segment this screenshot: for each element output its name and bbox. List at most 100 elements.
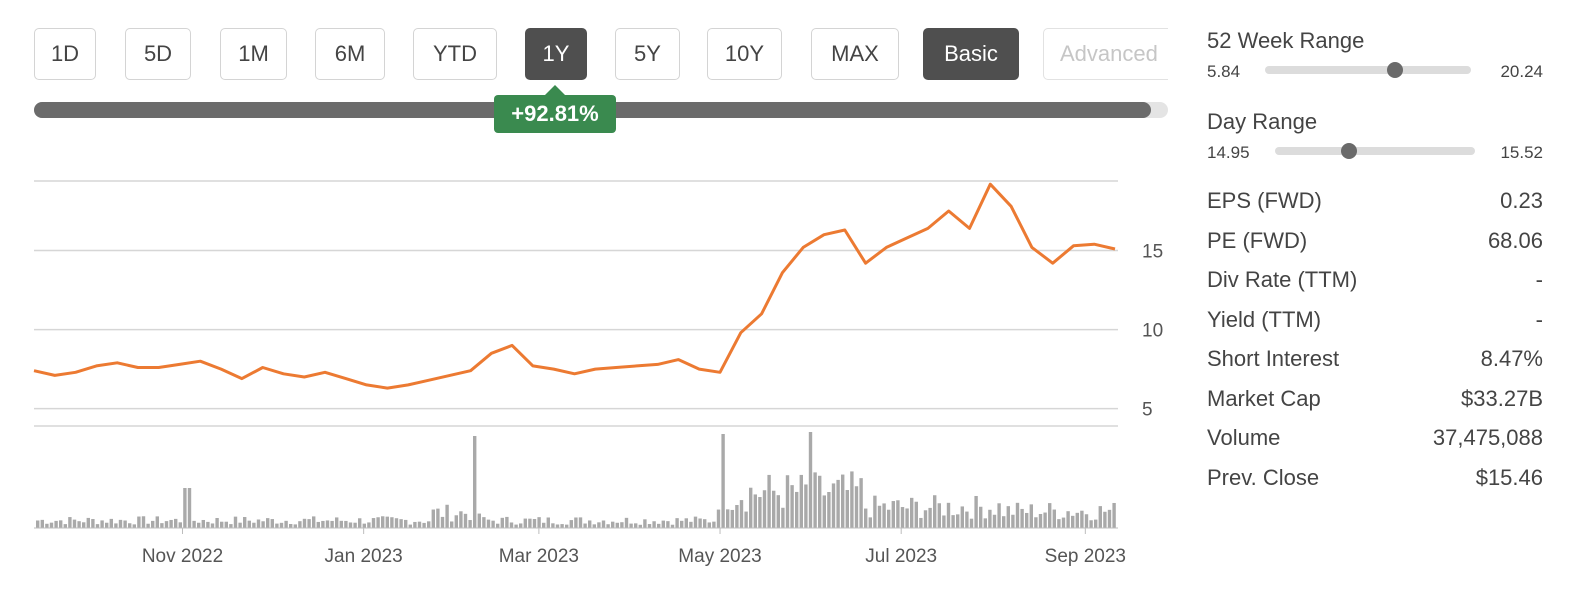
volume-bar (1048, 503, 1052, 528)
stat-value: - (1535, 306, 1543, 332)
volume-bar (445, 504, 449, 528)
stat-row: Div Rate (TTM) - (1207, 267, 1543, 297)
volume-bar (951, 515, 955, 528)
stat-label: Short Interest (1207, 346, 1340, 371)
volume-bar (574, 517, 578, 528)
volume-bar (477, 513, 481, 528)
volume-bar (178, 522, 182, 528)
volume-bar (611, 521, 615, 528)
volume-bar (560, 524, 564, 528)
volume-bar (206, 521, 210, 528)
volume-bar (500, 517, 504, 528)
stat-row: Volume 37,475,088 (1207, 425, 1543, 455)
volume-bar (850, 471, 854, 528)
volume-bar (1089, 520, 1093, 528)
stat-value: $33.27B (1461, 385, 1543, 411)
period-button-6m[interactable]: 6M (315, 28, 385, 80)
volume-bar (63, 524, 67, 528)
x-tick-label: Jan 2023 (325, 546, 403, 567)
x-tick-label: May 2023 (678, 546, 761, 567)
volume-bar (68, 517, 72, 528)
volume-bar (440, 516, 445, 528)
volume-bar (468, 520, 472, 528)
volume-bar (169, 519, 173, 528)
volume-bar (864, 508, 868, 528)
volume-bar (606, 524, 610, 528)
period-button-5y[interactable]: 5Y (615, 28, 680, 80)
volume-bar (680, 520, 684, 528)
volume-bar (247, 520, 251, 528)
volume-bar (473, 436, 477, 528)
volume-bar (1066, 511, 1070, 528)
volume-bar (298, 521, 302, 528)
volume-bar (1061, 517, 1066, 528)
volume-bar (735, 505, 739, 528)
volume-bar (661, 520, 665, 528)
volume-bar (588, 520, 592, 528)
change-badge: +92.81% (494, 85, 616, 133)
period-button-max[interactable]: MAX (811, 28, 899, 80)
volume-bar (408, 524, 412, 528)
volume-bar (95, 524, 100, 528)
day-range-low: 14.95 (1207, 143, 1250, 162)
stat-label: Div Rate (TTM) (1207, 267, 1358, 292)
volume-bar (302, 518, 307, 528)
volume-bar (624, 517, 629, 528)
volume-bar (45, 523, 49, 528)
volume-bar (689, 521, 693, 528)
period-button-advanced[interactable]: Advanced (1043, 28, 1168, 80)
volume-bar (210, 523, 215, 528)
period-button-10y[interactable]: 10Y (707, 28, 782, 80)
volume-bar (164, 521, 169, 528)
volume-bar (381, 516, 385, 528)
period-button-basic[interactable]: Basic (923, 28, 1019, 80)
volume-bar (404, 519, 408, 528)
volume-bar (187, 488, 192, 528)
volume-bar (505, 516, 509, 528)
period-button-1d[interactable]: 1D (34, 28, 96, 80)
volume-bar (592, 524, 596, 528)
stat-label: PE (FWD) (1207, 227, 1308, 253)
volume-bar (836, 479, 840, 528)
volume-bar (266, 518, 270, 528)
volume-bar (749, 487, 753, 528)
y-tick-label: 5 (1142, 400, 1153, 421)
stat-label: Volume (1207, 425, 1281, 450)
volume-bar (937, 503, 941, 528)
volume-bar (569, 520, 573, 528)
price-chart[interactable]: 5 10 15 Nov 2022 Jan 2023 Mar 2023 May 2023 Jul… (0, 0, 1190, 594)
volume-bar (597, 522, 601, 528)
volume-bar (896, 500, 900, 528)
period-button-ytd[interactable]: YTD (413, 28, 497, 80)
volume-bar (371, 518, 376, 528)
x-tick-label: Jul 2023 (865, 546, 937, 567)
volume-bar (72, 519, 77, 528)
stat-label: Market Cap (1207, 385, 1321, 411)
volume-bar (123, 520, 127, 528)
volume-bar (1020, 508, 1024, 528)
volume-bar (463, 513, 468, 528)
volume-bar (1025, 512, 1029, 528)
x-tick-label: Nov 2022 (142, 546, 223, 567)
volume-bar (804, 484, 808, 528)
volume-bar (546, 517, 550, 528)
volume-bar (270, 519, 274, 528)
stat-row: Prev. Close $15.46 (1207, 465, 1543, 495)
volume-bar (555, 524, 560, 528)
volume-bar (528, 518, 532, 528)
week52-range-low: 5.84 (1207, 62, 1241, 81)
volume-bar (399, 519, 403, 528)
period-button-5d[interactable]: 5D (125, 28, 191, 80)
volume-bar (82, 522, 86, 528)
volume-bar (693, 516, 698, 528)
volume-bar (772, 490, 776, 528)
period-button-1y[interactable]: 1Y (525, 28, 587, 80)
volume-bar (279, 522, 284, 528)
volume-bar (583, 523, 587, 528)
volume-bar (224, 521, 228, 528)
volume-bar (376, 517, 380, 528)
volume-bar (956, 514, 960, 528)
volume-bar (942, 515, 946, 528)
volume-bar (339, 520, 343, 528)
period-button-1m[interactable]: 1M (220, 28, 287, 80)
